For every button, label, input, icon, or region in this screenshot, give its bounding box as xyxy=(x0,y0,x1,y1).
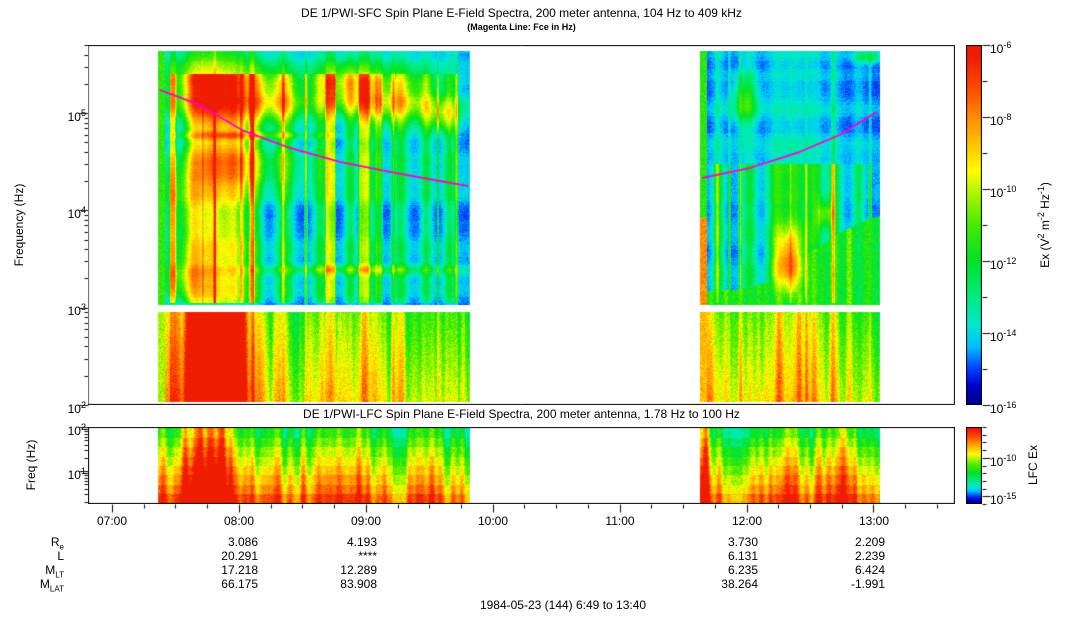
ephemeris-value: 4.193 xyxy=(346,535,377,549)
ephemeris-value: 12.289 xyxy=(340,563,377,577)
lfc-ytick-1e2: 102 xyxy=(67,422,86,438)
page-title: DE 1/PWI-SFC Spin Plane E-Field Spectra,… xyxy=(301,6,742,20)
lfc-colorbar xyxy=(966,427,982,504)
sfc-cbtick-1e-16: 10-16 xyxy=(990,400,1017,416)
ephemeris-value: -1.991 xyxy=(850,577,885,591)
sfc-colorbar-label: Ex (V2 m-2 Hz-1) xyxy=(1036,182,1052,268)
sfc-ytick-1e3: 103 xyxy=(67,302,86,318)
lfc-colorbar-label: LFC Ex xyxy=(1026,444,1040,486)
x-tick-label-1000: 10:00 xyxy=(477,514,509,528)
lfc-y-axis-label: Freq (Hz) xyxy=(24,439,38,491)
x-tick-label-1200: 12:00 xyxy=(731,514,763,528)
sfc-spectrogram-canvas xyxy=(88,45,955,405)
ephemeris-value: 20.291 xyxy=(221,549,258,563)
ephemeris-value: 2.239 xyxy=(854,549,885,563)
lfc-ytick-1e1: 101 xyxy=(67,466,86,482)
sfc-cbtick-1e-10: 10-10 xyxy=(990,184,1017,200)
ephemeris-value: 83.908 xyxy=(340,577,377,591)
sfc-cbtick-1e-6: 10-6 xyxy=(990,40,1012,56)
ephemeris-row-label-l: L xyxy=(57,549,64,563)
sfc-ytick-1e2: 102 xyxy=(67,400,86,416)
ephemeris-value: **** xyxy=(358,549,377,563)
ephemeris-value: 3.730 xyxy=(727,535,758,549)
ephemeris-value: 3.086 xyxy=(227,535,258,549)
ephemeris-value: 38.264 xyxy=(721,577,758,591)
date-range-footer: 1984-05-23 (144) 6:49 to 13:40 xyxy=(479,598,647,612)
ephemeris-value: 66.175 xyxy=(221,577,258,591)
lfc-cbtick-1e-15: 10-15 xyxy=(990,491,1017,507)
x-tick-label-0700: 07:00 xyxy=(96,514,128,528)
x-tick-label-0900: 09:00 xyxy=(350,514,382,528)
ephemeris-row-label-mlat: MLAT xyxy=(39,577,64,594)
sfc-ytick-1e4: 104 xyxy=(67,205,86,221)
sfc-ytick-1e5: 105 xyxy=(67,108,86,124)
ephemeris-value: 2.209 xyxy=(854,535,885,549)
x-tick-label-1100: 11:00 xyxy=(605,514,635,528)
ephemeris-value: 6.424 xyxy=(854,563,885,577)
sfc-cbtick-1e-14: 10-14 xyxy=(990,328,1017,344)
x-tick-label-0800: 08:00 xyxy=(223,514,255,528)
ephemeris-row-label-mlt: MLT xyxy=(45,563,64,580)
ephemeris-value: 6.131 xyxy=(727,549,758,563)
ephemeris-value: 6.235 xyxy=(727,563,758,577)
page-subtitle: (Magenta Line: Fce in Hz) xyxy=(467,22,576,32)
x-tick-label-1300: 13:00 xyxy=(858,514,890,528)
lfc-panel-title: DE 1/PWI-LFC Spin Plane E-Field Spectra,… xyxy=(303,407,740,421)
lfc-cbtick-1e-10: 10-10 xyxy=(990,453,1017,469)
sfc-y-axis-label: Frequency (Hz) xyxy=(12,183,26,267)
sfc-cbtick-1e-12: 10-12 xyxy=(990,256,1017,272)
lfc-spectrogram-canvas xyxy=(88,427,955,504)
sfc-cbtick-1e-8: 10-8 xyxy=(990,112,1012,128)
sfc-colorbar xyxy=(966,45,982,405)
ephemeris-value: 17.218 xyxy=(221,563,258,577)
ephemeris-row-label-re: Re xyxy=(50,535,64,552)
